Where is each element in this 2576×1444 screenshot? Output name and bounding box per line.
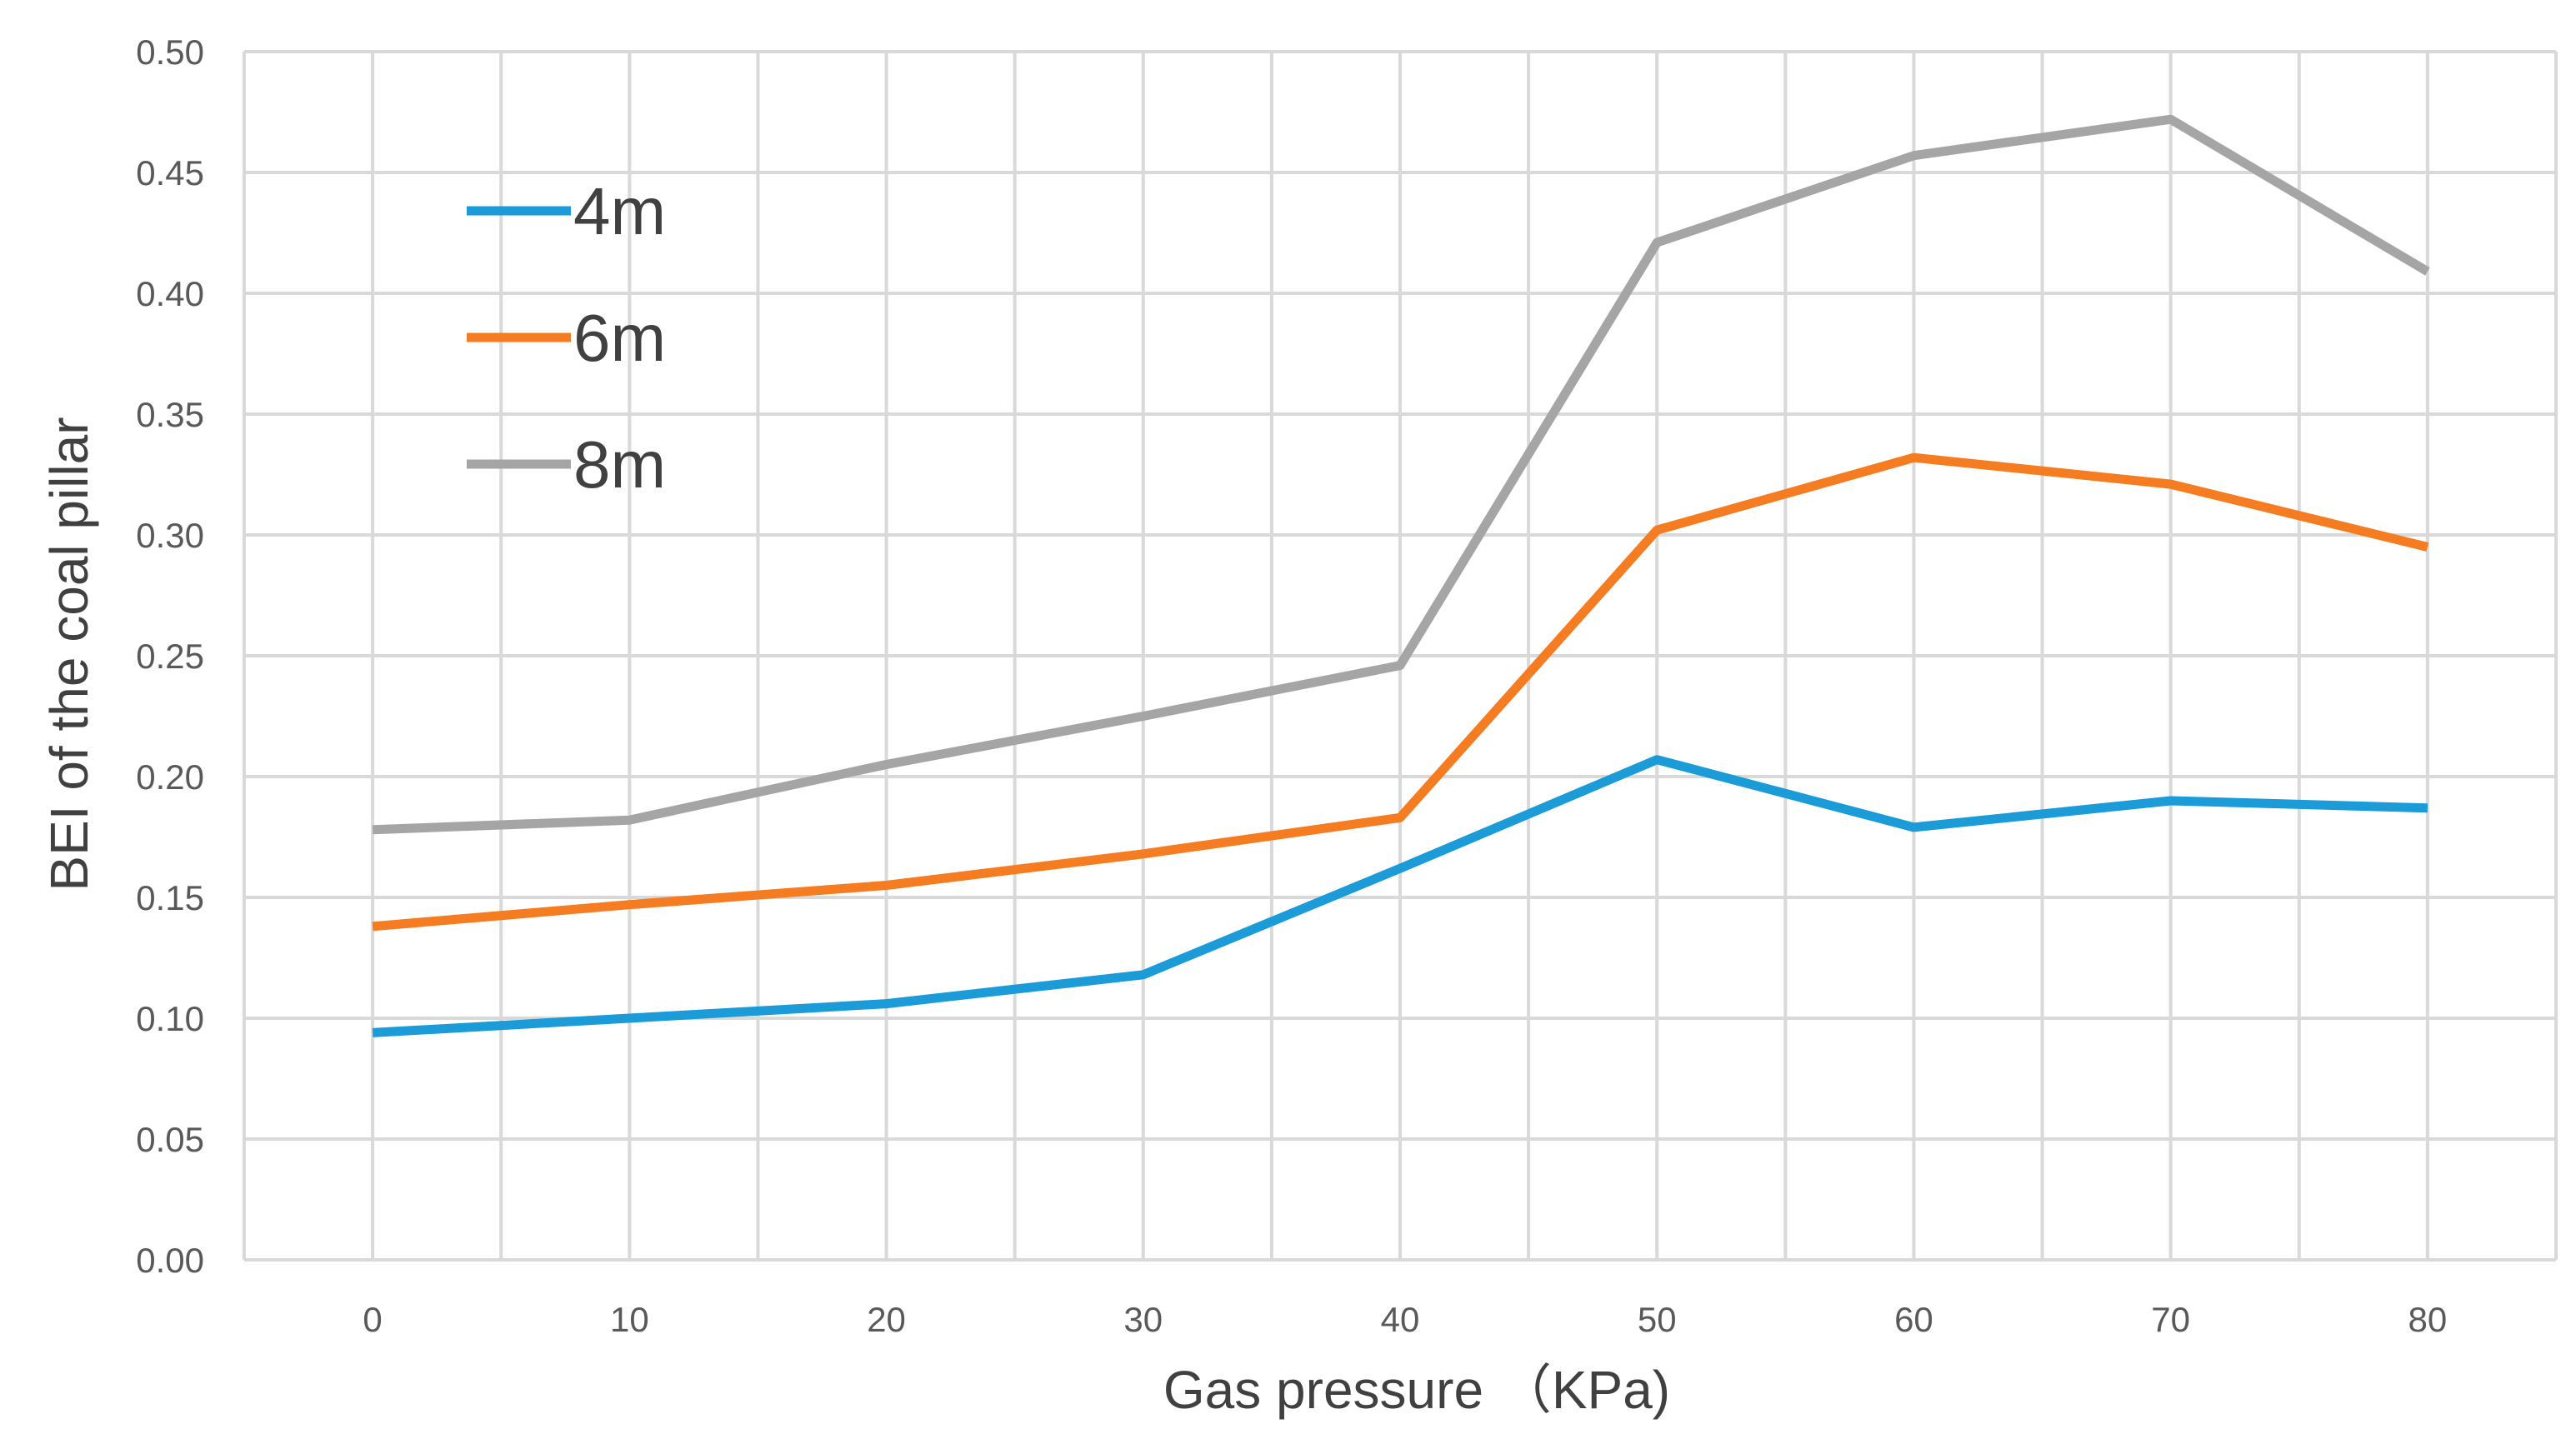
x-tick-label: 20 [867, 1300, 906, 1339]
x-tick-label: 10 [610, 1300, 649, 1339]
x-axis-tick-labels: 0 10 20 30 40 50 60 70 80 [363, 1300, 2447, 1339]
legend: 4m 6m 8m [467, 174, 666, 502]
x-tick-label: 80 [2408, 1300, 2448, 1339]
y-tick-label: 0.35 [136, 395, 204, 434]
y-axis-tick-labels: 0.00 0.05 0.10 0.15 0.20 0.25 0.30 0.35 0.40 0.45… [136, 32, 204, 1280]
y-tick-label: 0.50 [136, 32, 204, 72]
series-lines [372, 114, 2430, 1037]
legend-label-6m: 6m [573, 301, 666, 375]
series-line-6m [372, 452, 2429, 932]
y-tick-label: 0.45 [136, 153, 204, 192]
series-line-4m [372, 755, 2428, 1037]
y-tick-label: 0.25 [136, 637, 204, 676]
horizontal-gridlines [244, 50, 2556, 1262]
y-axis-title: BEI of the coal pillar [39, 417, 99, 891]
x-tick-label: 60 [1894, 1300, 1933, 1339]
y-tick-label: 0.15 [136, 878, 204, 917]
x-axis-title: Gas pressure （KPa) [1163, 1360, 1670, 1420]
legend-label-4m: 4m [573, 174, 666, 248]
y-tick-label: 0.30 [136, 516, 204, 555]
x-tick-label: 30 [1123, 1300, 1163, 1339]
y-tick-label: 0.00 [136, 1241, 204, 1280]
x-tick-label: 40 [1381, 1300, 1420, 1339]
y-tick-label: 0.40 [136, 274, 204, 313]
x-tick-label: 0 [363, 1300, 382, 1339]
x-tick-label: 70 [2151, 1300, 2190, 1339]
y-tick-label: 0.20 [136, 757, 204, 797]
y-tick-label: 0.05 [136, 1120, 204, 1159]
y-tick-label: 0.10 [136, 999, 204, 1038]
legend-label-8m: 8m [573, 427, 666, 502]
x-tick-label: 50 [1638, 1300, 1677, 1339]
series-line-8m [372, 114, 2430, 835]
